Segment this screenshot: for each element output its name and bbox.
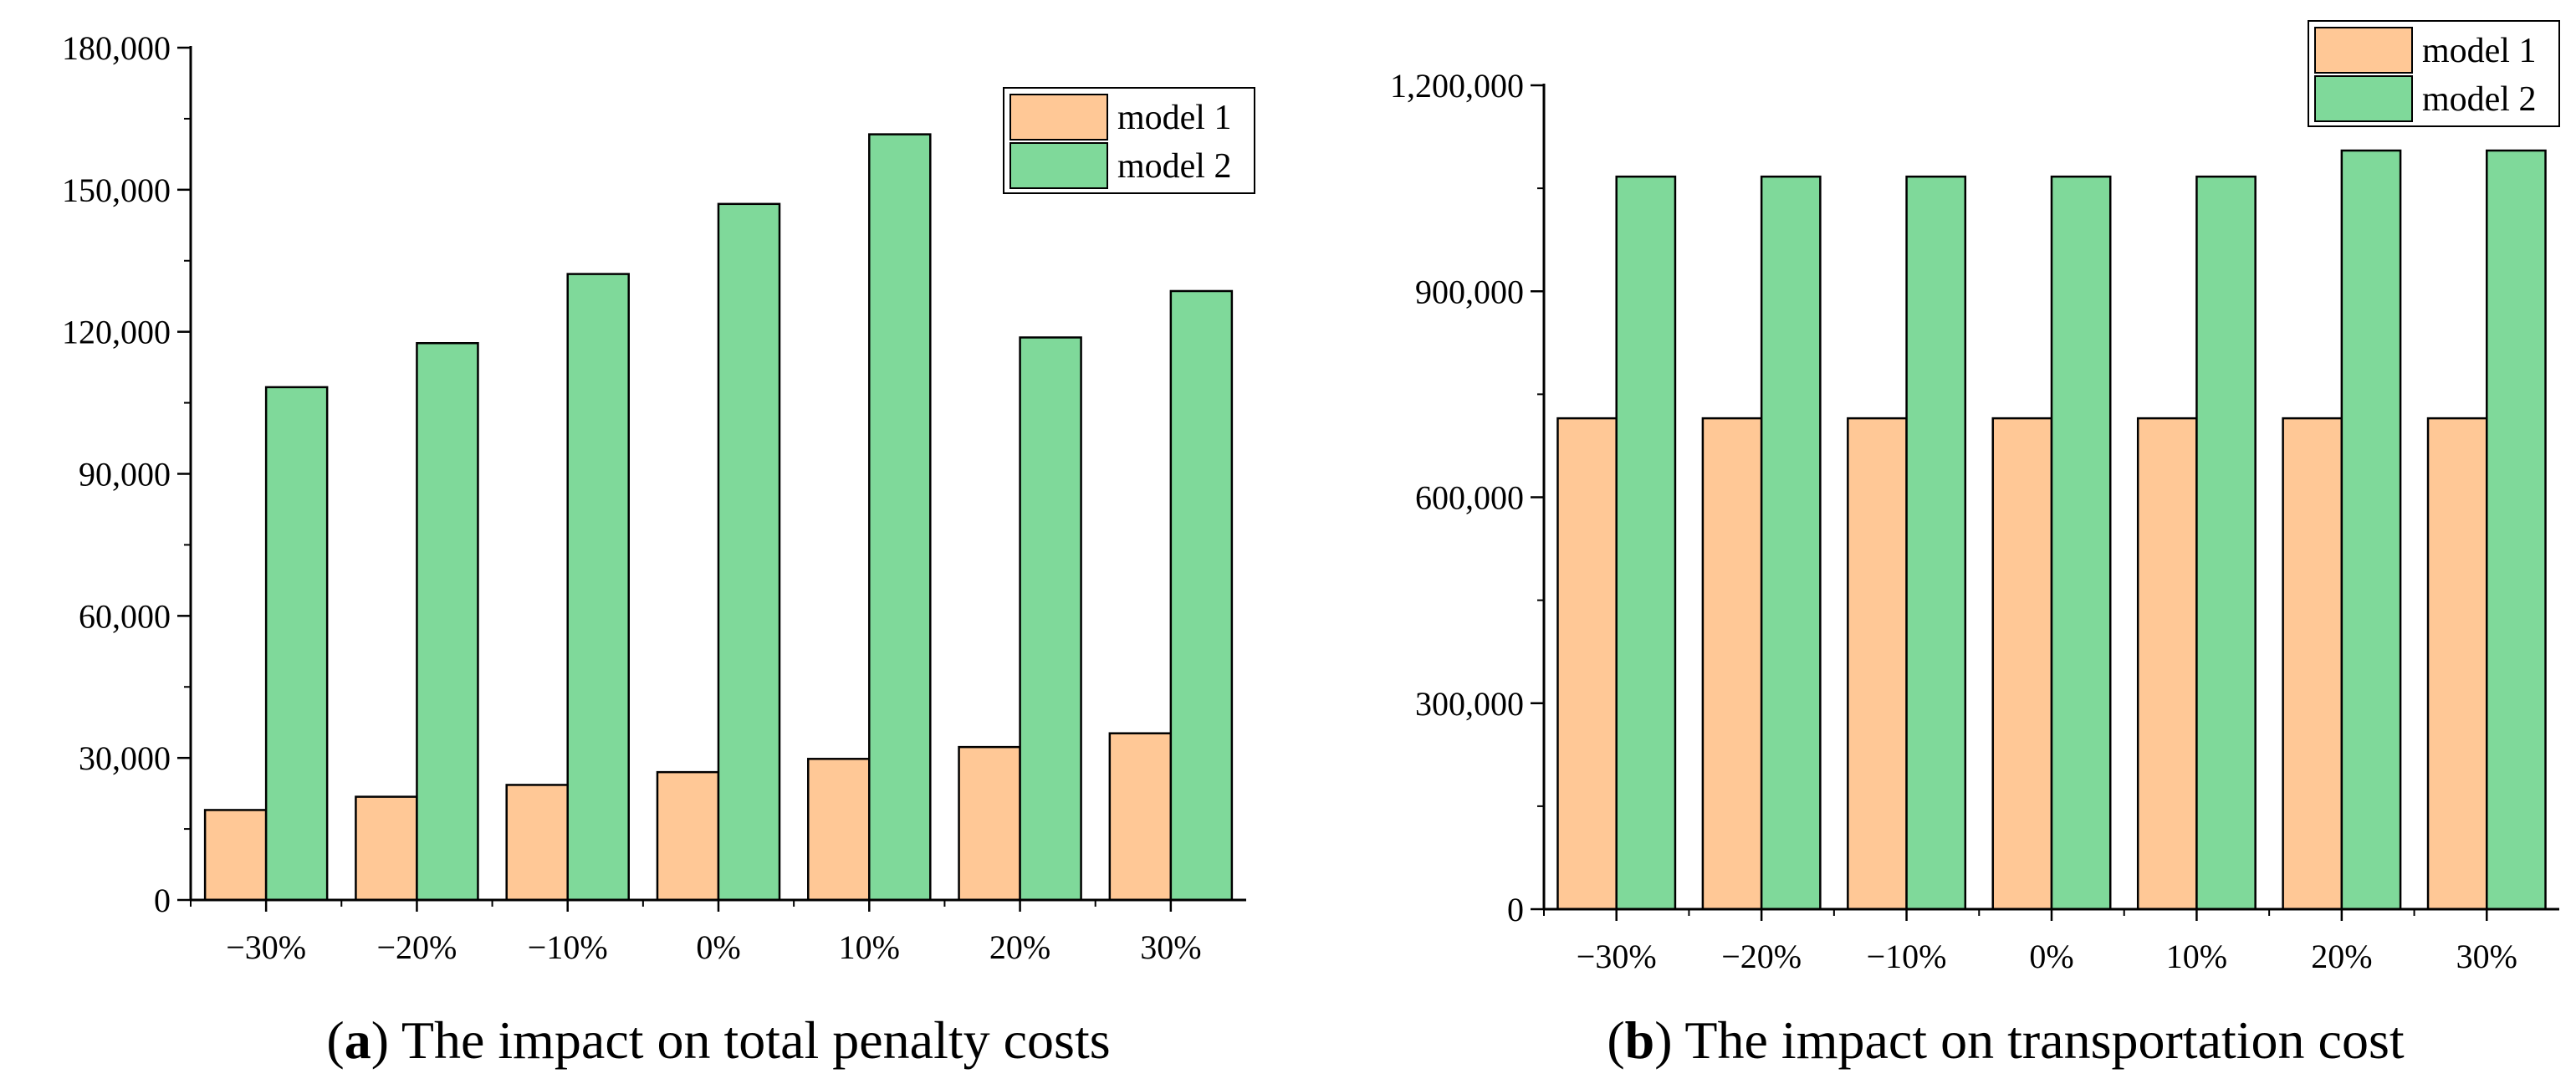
bar-model-1-2 [1847,417,1908,911]
y-tick-label: 600,000 [1415,479,1524,517]
bar-model-1-5 [958,745,1021,902]
x-tick-label: −20% [376,928,457,966]
bar-model-2-4 [2195,175,2257,911]
bar-model-1-4 [807,758,871,902]
bar-model-1-1 [355,795,418,902]
bar-model-1-2 [505,784,569,902]
x-tick-label: −30% [1577,938,1657,975]
legend-swatch-model-2 [2314,75,2413,122]
y-tick-label: 180,000 [62,29,171,67]
caption-text: The impact on transportation cost [1684,1010,2404,1070]
bar-model-2-4 [868,133,932,902]
legend: model 1 model 2 [2308,20,2560,127]
bar-model-2-3 [2050,175,2112,911]
legend-label: model 2 [1117,147,1231,186]
bar-model-1-6 [1108,732,1173,902]
y-tick-label: 900,000 [1415,273,1524,310]
bar-model-1-4 [2136,417,2198,911]
bar-model-1-5 [2282,417,2343,911]
legend: model 1 model 2 [1003,87,1255,194]
x-tick-label: 20% [989,928,1050,966]
bar-model-2-2 [1905,175,1967,911]
legend-swatch-model-1 [1009,94,1108,141]
caption-letter: a [345,1010,371,1070]
x-tick-label: −30% [226,928,306,966]
x-tick-label: 30% [2456,938,2517,975]
x-tick-label: 30% [1140,928,1201,966]
chart-caption: (a) The impact on total penalty costs [326,1010,1110,1070]
bar-model-2-2 [566,273,630,902]
bar-model-1-0 [1556,417,1618,911]
y-tick-label: 90,000 [79,456,171,493]
bar-model-1-0 [203,809,268,902]
bar-model-2-1 [1760,175,1822,911]
y-tick-label: 0 [1507,891,1524,928]
bar-model-1-3 [1991,417,2053,911]
y-tick-label: 150,000 [62,171,171,209]
bar-model-2-3 [717,202,781,902]
x-tick-label: 10% [2166,938,2227,975]
caption-text: The impact on total penalty costs [401,1010,1111,1070]
bar-model-1-3 [656,770,720,902]
x-tick-label: 20% [2311,938,2372,975]
y-tick-label: 30,000 [79,739,171,777]
legend-swatch-model-1 [2314,27,2413,74]
y-tick-label: 1,200,000 [1390,67,1524,105]
x-tick-label: −10% [1867,938,1947,975]
legend-label: model 1 [1117,99,1231,137]
x-tick-label: −20% [1721,938,1802,975]
caption-letter: b [1625,1010,1655,1070]
chart-a: −30% −20% −10% 0% 10% 20% 30% 0 30,000 60,000 90,0… [62,29,1255,1070]
bar-model-2-1 [416,342,479,902]
x-tick-label: 0% [696,928,740,966]
y-tick-label: 0 [154,882,171,919]
bar-model-1-6 [2426,417,2488,911]
y-tick-label: 300,000 [1415,685,1524,723]
chart-caption: (b) The impact on transportation cost [1607,1010,2405,1070]
legend-label: model 2 [2422,80,2536,119]
y-tick-label: 120,000 [62,314,171,351]
bar-model-2-0 [1615,175,1677,911]
x-tick-label: 10% [839,928,900,966]
bar-model-2-6 [2486,149,2547,911]
chart-b: −30% −20% −10% 0% 10% 20% 30% 0 300,000 600,000 90… [1390,20,2560,1070]
bar-model-2-0 [264,386,329,902]
y-tick-label: 60,000 [79,597,171,635]
x-tick-label: 0% [2029,938,2073,975]
bar-model-1-1 [1701,417,1763,911]
bar-model-2-5 [2340,149,2402,911]
bar-model-2-5 [1019,336,1082,902]
legend-label: model 1 [2422,32,2536,70]
x-tick-label: −10% [528,928,608,966]
bar-model-2-6 [1169,289,1234,902]
legend-swatch-model-2 [1009,142,1108,189]
